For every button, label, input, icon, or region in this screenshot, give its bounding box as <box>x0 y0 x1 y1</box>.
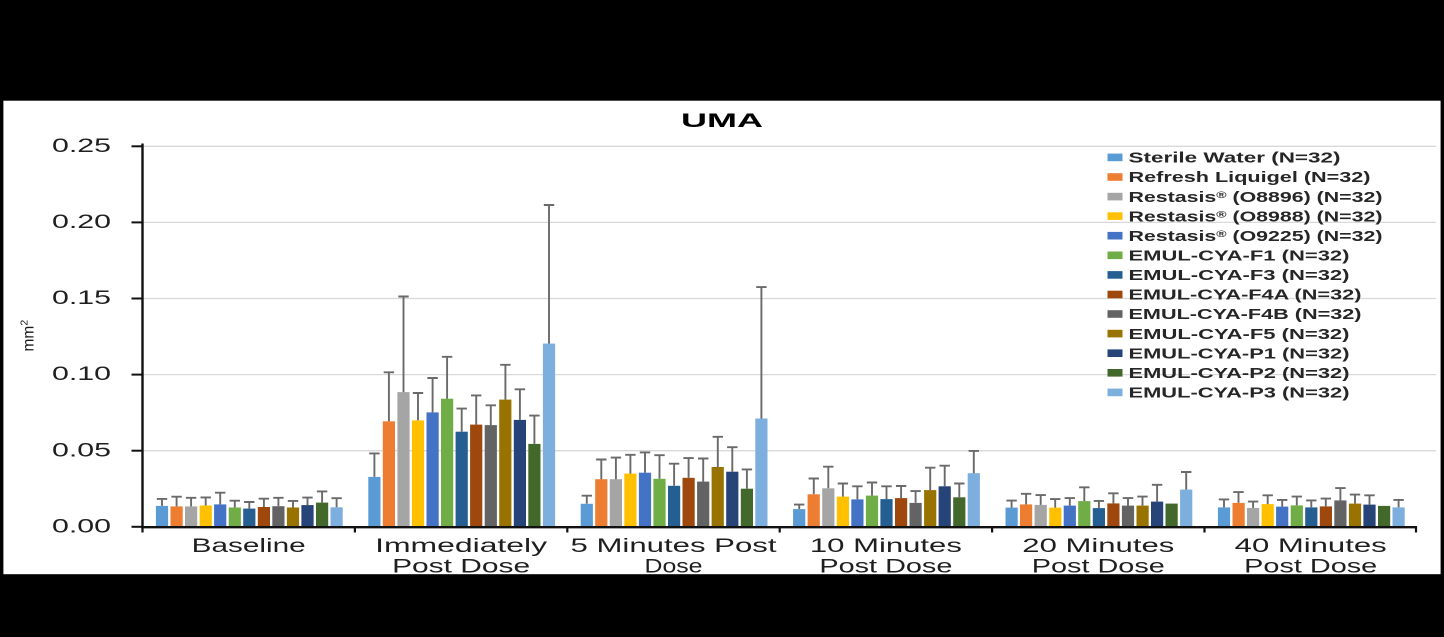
svg-text:40 Minutes: 40 Minutes <box>1235 536 1387 557</box>
svg-text:UMA: UMA <box>681 110 763 132</box>
svg-text:0.20: 0.20 <box>52 212 111 233</box>
svg-text:EMUL-CYA-F4B (N=32): EMUL-CYA-F4B (N=32) <box>1129 307 1362 323</box>
svg-text:Restasis® (O8896) (N=32): Restasis ® (O8896) (N=32) <box>1129 190 1383 206</box>
svg-text:Refresh Liquigel (N=32): Refresh Liquigel (N=32) <box>1129 170 1371 186</box>
svg-text:5 Minutes Post: 5 Minutes Post <box>571 536 778 557</box>
svg-text:EMUL-CYA-P1 (N=32): EMUL-CYA-P1 (N=32) <box>1129 346 1350 362</box>
svg-text:10 Minutes: 10 Minutes <box>810 536 962 557</box>
svg-text:Sterile Water (N=32): Sterile Water (N=32) <box>1129 151 1341 167</box>
svg-text:Post Dose: Post Dose <box>1032 557 1165 578</box>
svg-text:EMUL-CYA-F3 (N=32): EMUL-CYA-F3 (N=32) <box>1129 268 1350 284</box>
svg-text:Dose: Dose <box>645 557 703 578</box>
svg-text:Post Dose: Post Dose <box>819 557 952 578</box>
svg-text:Restasis® (O9225) (N=32): Restasis ® (O9225) (N=32) <box>1129 229 1383 245</box>
svg-text:EMUL-CYA-F4A (N=32): EMUL-CYA-F4A (N=32) <box>1129 288 1362 304</box>
svg-text:EMUL-CYA-P3 (N=32): EMUL-CYA-P3 (N=32) <box>1129 386 1350 402</box>
svg-text:20 Minutes: 20 Minutes <box>1022 536 1174 557</box>
svg-text:Post Dose: Post Dose <box>1244 557 1377 578</box>
svg-text:EMUL-CYA-P2 (N=32): EMUL-CYA-P2 (N=32) <box>1129 366 1350 382</box>
svg-text:Post Dose: Post Dose <box>392 557 530 578</box>
svg-text:EMUL-CYA-F5 (N=32): EMUL-CYA-F5 (N=32) <box>1129 327 1350 343</box>
svg-text:Baseline: Baseline <box>192 536 306 557</box>
svg-text:0.10: 0.10 <box>52 364 111 385</box>
svg-text:0.15: 0.15 <box>52 288 111 309</box>
svg-text:0.05: 0.05 <box>52 440 111 461</box>
svg-text:0.00: 0.00 <box>52 516 111 537</box>
svg-text:Restasis® (O8988) (N=32): Restasis ® (O8988) (N=32) <box>1129 209 1383 225</box>
svg-text:Immediately: Immediately <box>375 536 548 557</box>
svg-text:0.25: 0.25 <box>52 136 111 157</box>
svg-text:EMUL-CYA-F1 (N=32): EMUL-CYA-F1 (N=32) <box>1129 249 1350 265</box>
svg-text:mm2: mm2 <box>19 320 38 352</box>
